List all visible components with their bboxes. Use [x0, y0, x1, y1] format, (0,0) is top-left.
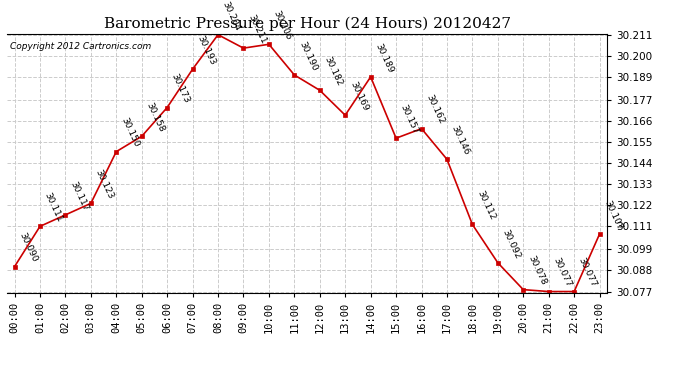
Text: Copyright 2012 Cartronics.com: Copyright 2012 Cartronics.com [10, 42, 151, 51]
Title: Barometric Pressure per Hour (24 Hours) 20120427: Barometric Pressure per Hour (24 Hours) … [104, 17, 511, 31]
Text: 30.206: 30.206 [272, 9, 293, 42]
Text: 30.107: 30.107 [602, 199, 624, 231]
Text: 30.204: 30.204 [221, 0, 242, 32]
Text: 30.090: 30.090 [17, 231, 39, 264]
Text: 30.182: 30.182 [322, 55, 344, 87]
Text: 30.157: 30.157 [399, 103, 420, 135]
Text: 30.150: 30.150 [119, 116, 141, 149]
Text: 30.211: 30.211 [246, 13, 268, 45]
Text: 30.173: 30.173 [170, 72, 191, 105]
Text: 30.123: 30.123 [94, 168, 115, 201]
Text: 30.077: 30.077 [551, 256, 573, 289]
Text: 30.158: 30.158 [144, 101, 166, 134]
Text: 30.117: 30.117 [68, 180, 90, 212]
Text: 30.146: 30.146 [450, 124, 471, 156]
Text: 30.112: 30.112 [475, 189, 497, 222]
Text: 30.077: 30.077 [577, 256, 598, 289]
Text: 30.190: 30.190 [297, 40, 319, 72]
Text: 30.193: 30.193 [195, 34, 217, 66]
Text: 30.189: 30.189 [373, 42, 395, 74]
Text: 30.162: 30.162 [424, 93, 446, 126]
Text: 30.111: 30.111 [43, 191, 64, 224]
Text: 30.092: 30.092 [501, 228, 522, 260]
Text: 30.169: 30.169 [348, 80, 370, 112]
Text: 30.078: 30.078 [526, 254, 548, 287]
